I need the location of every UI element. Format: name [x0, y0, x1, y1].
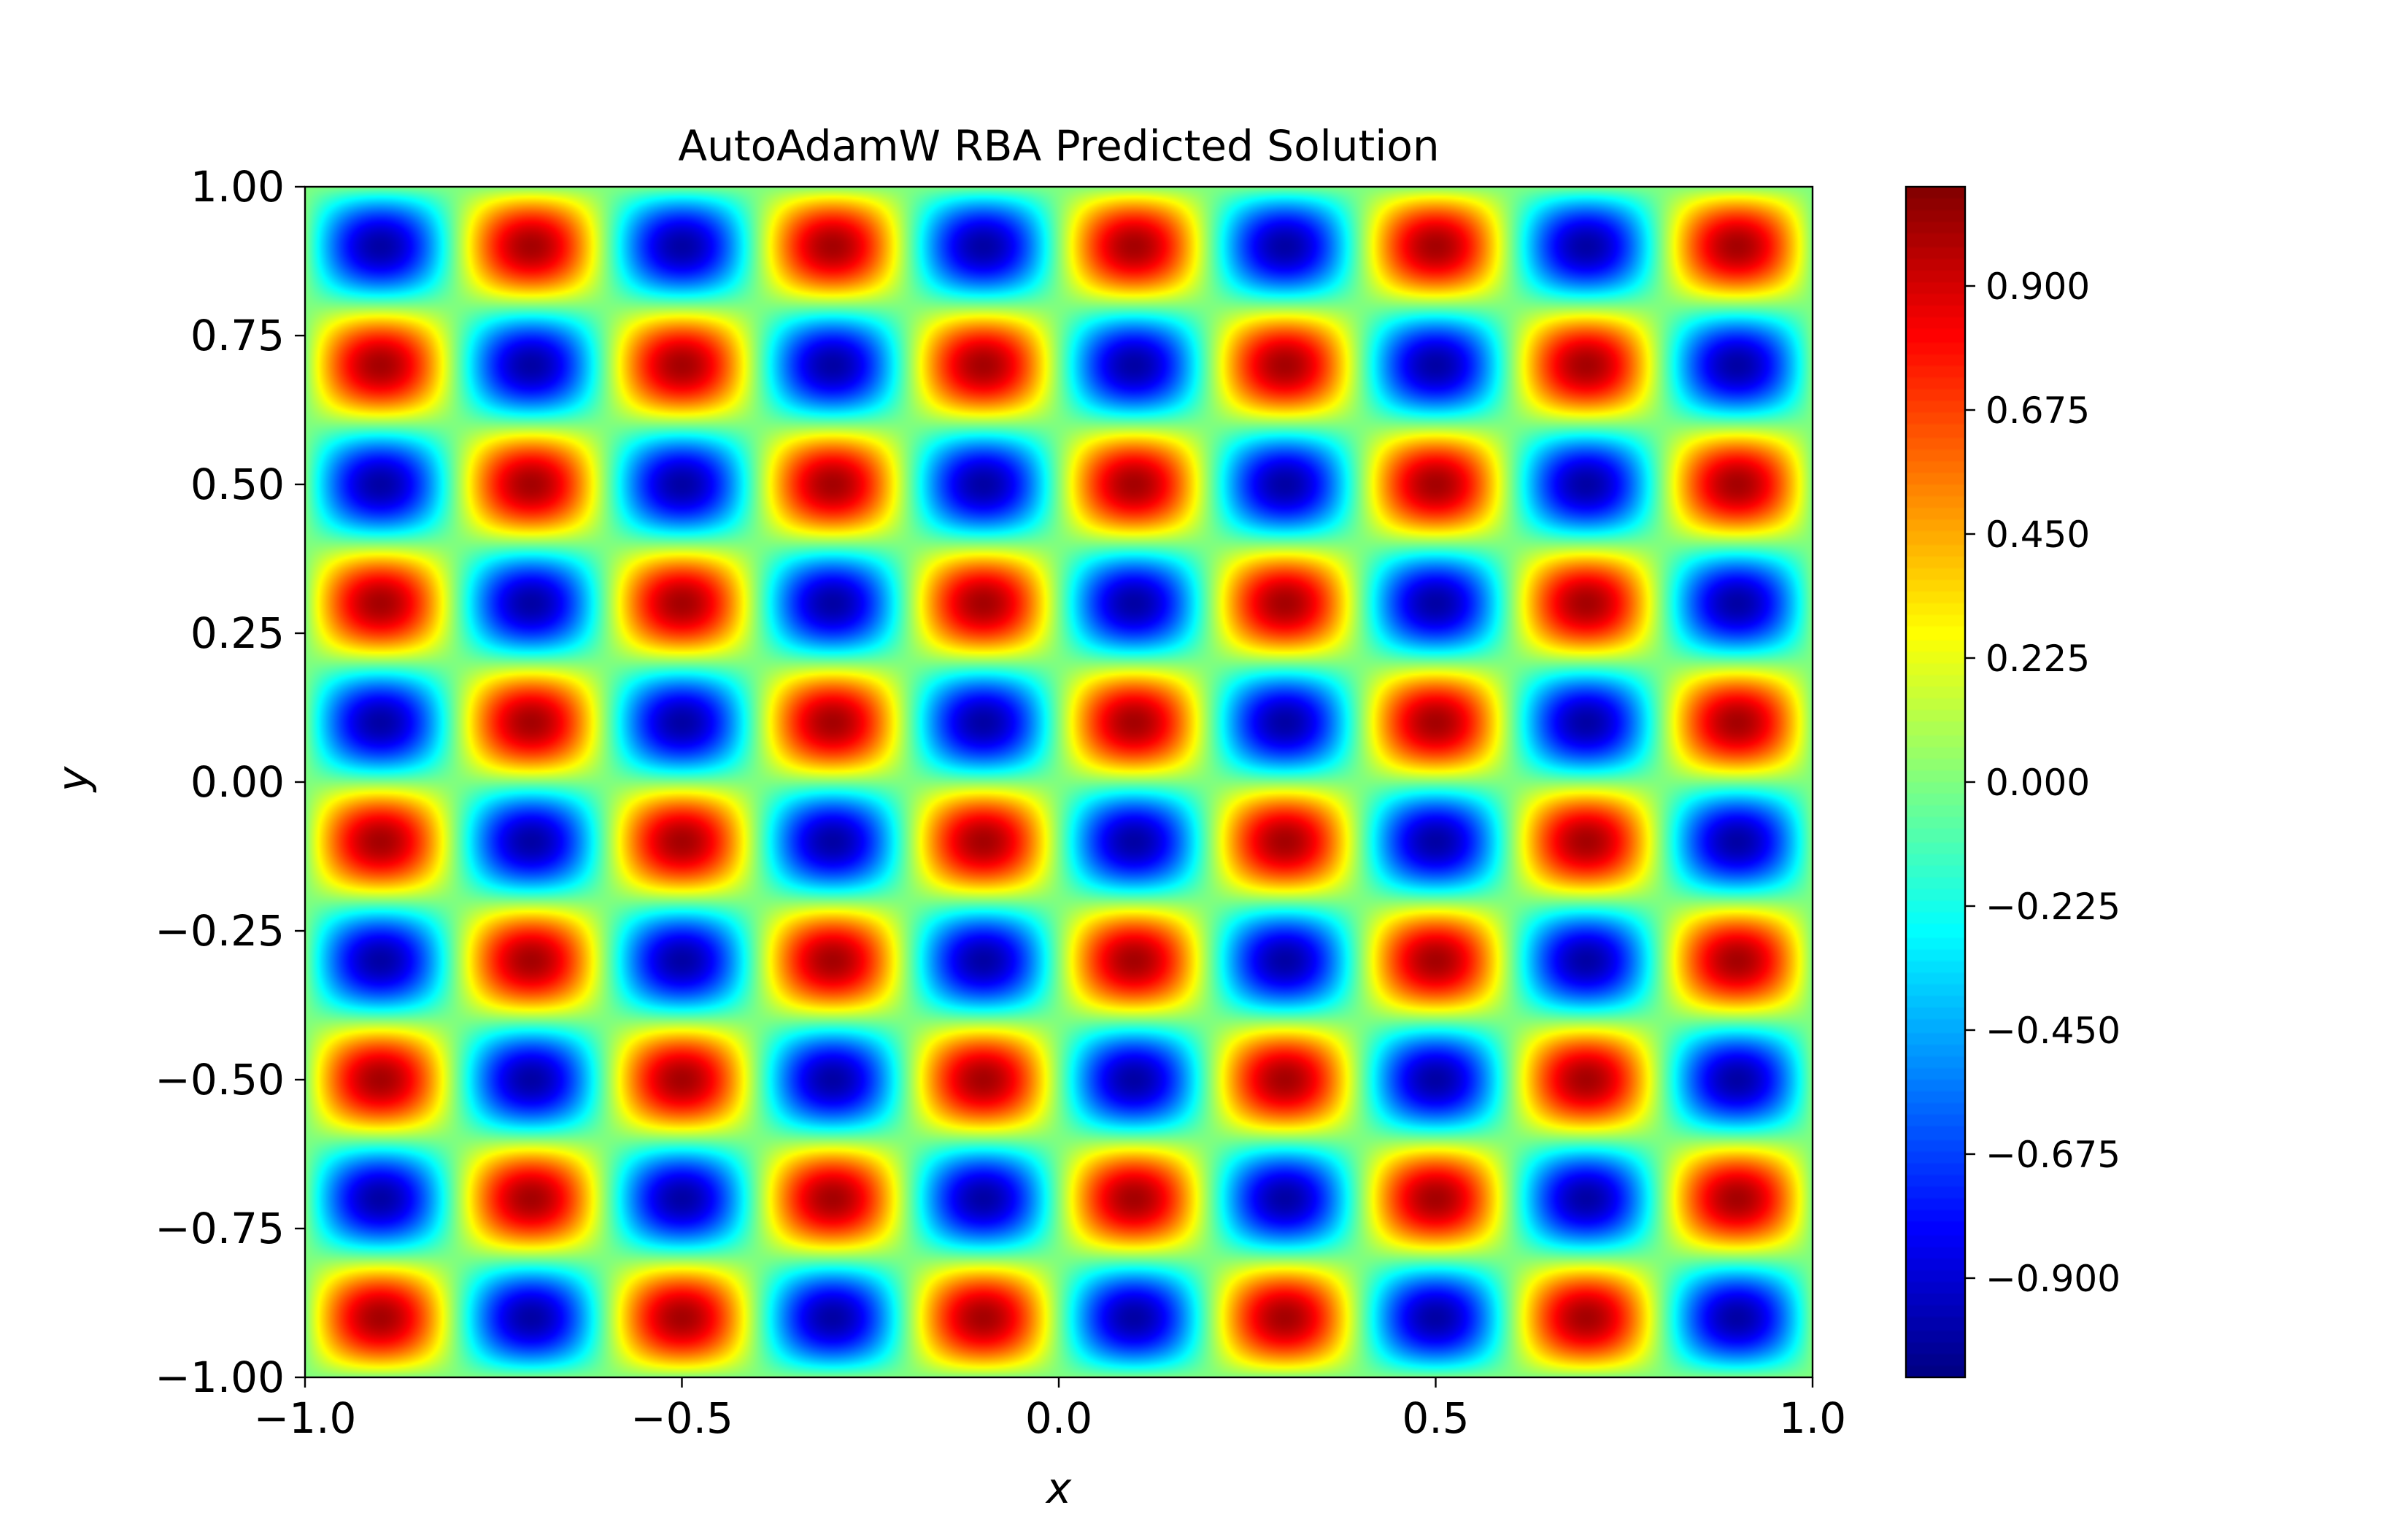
colorbar-tick-label: 0.000: [1986, 762, 2090, 804]
y-tick-label: −0.50: [155, 1055, 285, 1104]
colorbar-tick-label: −0.675: [1986, 1134, 2120, 1176]
y-axis-label: y: [48, 766, 98, 793]
colorbar-tick-label: 0.675: [1986, 390, 2090, 432]
colorbar-gradient: [1906, 187, 1965, 1377]
colorbar-tick-label: −0.225: [1986, 886, 2120, 928]
x-tick-label: 1.0: [1779, 1393, 1846, 1443]
colorbar-tick-label: −0.450: [1986, 1010, 2120, 1052]
y-tick-label: −0.75: [155, 1204, 285, 1253]
y-tick-label: −1.00: [155, 1353, 285, 1402]
colorbar-ticks: 0.900 0.675 0.450 0.225 0.000 −0.225 −0.450 −0.…: [1965, 266, 2120, 1300]
x-axis: −1.0 −0.5 0.0 0.5 1.0: [254, 1377, 1846, 1443]
y-tick-label: 0.75: [190, 311, 285, 360]
colorbar-tick-label: 0.450: [1986, 514, 2090, 556]
chart-title: AutoAdamW RBA Predicted Solution: [678, 121, 1439, 171]
colorbar-tick-label: 0.900: [1986, 266, 2090, 308]
y-tick-label: 1.00: [190, 162, 285, 212]
y-axis: 1.00 0.75 0.50 0.25 0.00 −0.25 −0.50 −0.75 −1.00: [155, 162, 305, 1402]
y-tick-label: 0.00: [190, 757, 285, 807]
x-tick-label: −0.5: [630, 1393, 733, 1443]
x-axis-label: x: [1045, 1463, 1072, 1513]
colorbar-tick-label: −0.900: [1986, 1258, 2120, 1300]
y-tick-label: −0.25: [155, 906, 285, 956]
x-tick-label: −1.0: [254, 1393, 357, 1443]
colorbar: 0.900 0.675 0.450 0.225 0.000 −0.225 −0.450 −0.…: [1905, 185, 2120, 1379]
heatmap-image: [305, 187, 1813, 1377]
x-tick-label: 0.5: [1402, 1393, 1469, 1443]
y-tick-label: 0.25: [190, 608, 285, 658]
y-tick-label: 0.50: [190, 460, 285, 509]
colorbar-tick-label: 0.225: [1986, 638, 2090, 680]
x-tick-label: 0.0: [1025, 1393, 1092, 1443]
heatmap: [305, 187, 1813, 1377]
